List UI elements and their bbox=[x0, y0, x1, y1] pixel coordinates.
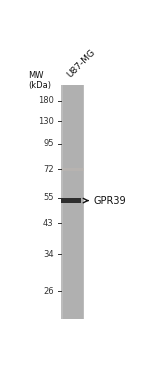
Bar bbox=[83, 85, 84, 319]
Text: 130: 130 bbox=[38, 117, 54, 126]
Bar bbox=[61, 85, 63, 319]
Text: 34: 34 bbox=[43, 250, 54, 259]
Text: 72: 72 bbox=[43, 165, 54, 174]
Text: U87-MG: U87-MG bbox=[65, 48, 97, 79]
Text: 180: 180 bbox=[38, 96, 54, 105]
Bar bbox=[61, 168, 84, 171]
Bar bbox=[61, 198, 81, 203]
Text: MW
(kDa): MW (kDa) bbox=[28, 71, 51, 91]
Text: 43: 43 bbox=[43, 219, 54, 228]
Text: 55: 55 bbox=[43, 193, 54, 202]
Text: 26: 26 bbox=[43, 287, 54, 296]
Text: 95: 95 bbox=[43, 139, 54, 148]
Text: GPR39: GPR39 bbox=[94, 195, 126, 206]
Bar bbox=[61, 85, 84, 319]
